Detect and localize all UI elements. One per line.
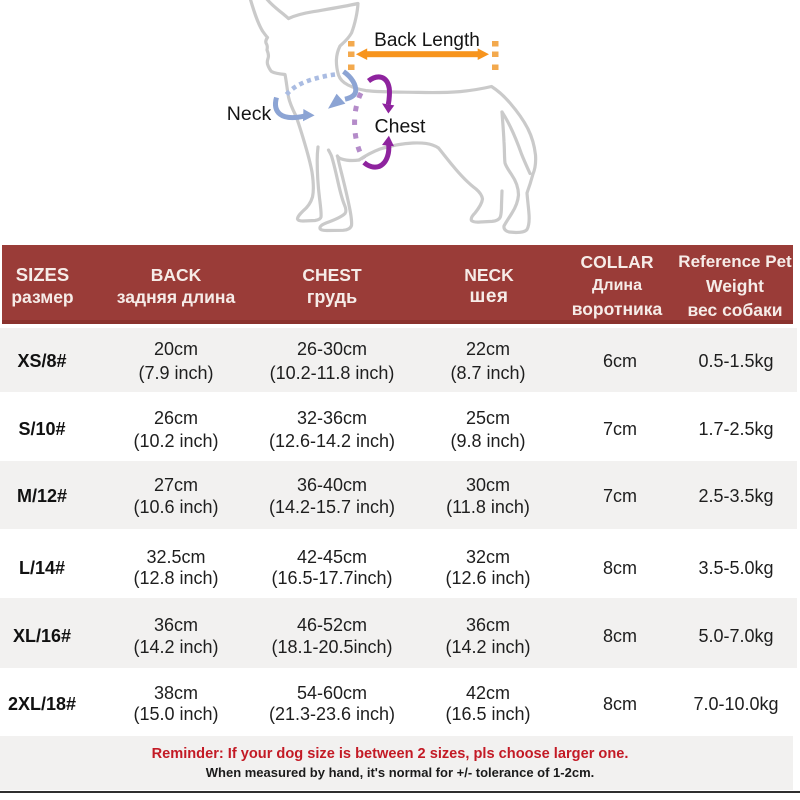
svg-text:Back Length: Back Length	[374, 30, 480, 51]
svg-text:Chest: Chest	[375, 116, 427, 138]
svg-text:Neck: Neck	[227, 103, 272, 125]
